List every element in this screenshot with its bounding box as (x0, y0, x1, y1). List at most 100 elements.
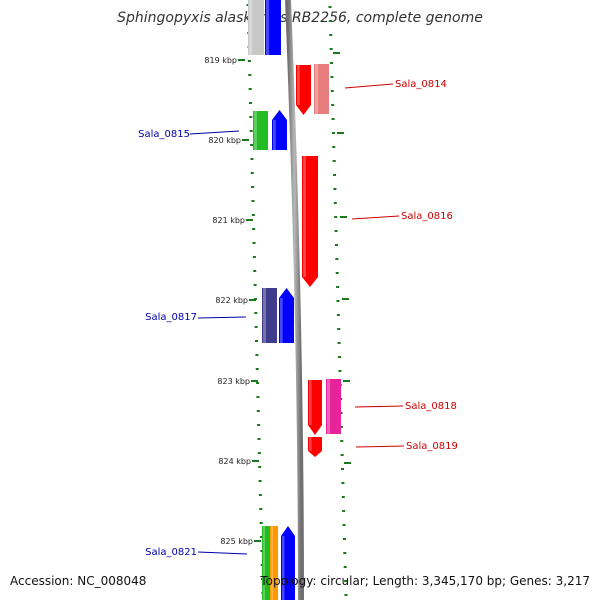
scale-label: 821 kbp (212, 216, 245, 225)
major-tick (340, 216, 347, 218)
red-arrow-shade (297, 65, 300, 105)
scale-label: 822 kbp (215, 296, 248, 305)
tick-dot (251, 214, 255, 216)
scale-label: 825 kbp (220, 537, 253, 546)
tick-dot (252, 242, 256, 244)
callout-line (355, 445, 405, 448)
tick-dot (336, 314, 340, 316)
tick-dot (255, 340, 259, 342)
gene-callouts: Sala_0814 Sala_0815 Sala_0816 Sala_0817 Sala… (138, 79, 458, 558)
tick-dot (336, 286, 340, 288)
gene-label: Sala_0816 (401, 211, 453, 222)
blue-arrow-shade (280, 298, 283, 343)
tick-dot (252, 256, 256, 258)
callout-line (197, 551, 248, 555)
blue-feature (265, 0, 281, 55)
tick-dot (335, 258, 339, 260)
red-arrow (302, 156, 318, 287)
tick-dot (331, 118, 335, 120)
tick-dot (250, 158, 254, 160)
pinkred-feature (314, 64, 329, 114)
tick-dot (256, 410, 260, 412)
gene-label: Sala_0817 (145, 312, 197, 323)
tick-marks (246, 4, 348, 596)
navy-feature (262, 288, 277, 343)
tick-dot (257, 424, 261, 426)
gray-feature (248, 0, 264, 55)
major-tick (238, 59, 245, 61)
callout-line (189, 130, 240, 135)
tick-dot (257, 452, 261, 454)
magenta-feature-shade (327, 379, 330, 434)
tick-dot (331, 132, 335, 134)
tick-dot (248, 74, 252, 76)
gene-features (248, 0, 341, 600)
tick-dot (253, 270, 257, 272)
tick-dot (258, 466, 262, 468)
genome-summary: Topology: circular; Length: 3,345,170 bp… (260, 574, 590, 588)
tick-dot (334, 230, 338, 232)
tick-dot (342, 510, 346, 512)
tick-dot (341, 482, 345, 484)
orange-feature (270, 526, 278, 600)
tick-dot (341, 496, 345, 498)
scale-labels: 819 kbp 820 kbp 821 kbp 822 kbp 823 kbp 824 k… (204, 52, 351, 546)
tick-dot (340, 440, 344, 442)
blue-arrow (279, 288, 294, 343)
tick-dot (259, 508, 263, 510)
tick-dot (341, 468, 345, 470)
gene-label: Sala_0819 (406, 441, 458, 452)
tick-dot (250, 172, 254, 174)
tick-dot (333, 202, 337, 204)
major-tick (249, 299, 256, 301)
tick-dot (251, 200, 255, 202)
tick-dot (337, 328, 341, 330)
tick-dot (256, 396, 260, 398)
tick-dot (342, 524, 346, 526)
tick-dot (252, 228, 256, 230)
tick-dot (256, 382, 260, 384)
gene-label: Sala_0815 (138, 129, 190, 140)
red-arrow-shade (303, 156, 306, 277)
tick-dot (335, 272, 339, 274)
major-tick (333, 52, 340, 54)
tick-dot (339, 412, 343, 414)
callout-line (351, 215, 400, 220)
gene-label: Sala_0821 (145, 547, 197, 558)
tick-dot (343, 566, 347, 568)
tick-dot (251, 186, 255, 188)
accession-text: Accession: NC_008048 (10, 574, 147, 588)
major-tick (343, 380, 350, 382)
tick-dot (329, 34, 333, 36)
scale-label: 820 kbp (208, 136, 241, 145)
tick-dot (259, 536, 263, 538)
tick-dot (255, 354, 259, 356)
orange-feature-shade (271, 526, 273, 600)
tick-dot (334, 244, 338, 246)
blue-feature-shade (266, 0, 270, 55)
green-feature (262, 526, 270, 600)
tick-dot (344, 580, 348, 582)
major-tick (251, 380, 258, 382)
tick-dot (333, 174, 337, 176)
callout-line (354, 405, 404, 408)
genome-backbone (285, 0, 304, 600)
major-tick (252, 460, 259, 462)
tick-dot (338, 370, 342, 372)
gene-label: Sala_0814 (395, 79, 447, 90)
tick-dot (258, 494, 262, 496)
major-tick (344, 462, 351, 464)
callout-line (344, 83, 394, 89)
green-feature-shade (254, 111, 257, 150)
tick-dot (332, 160, 336, 162)
pinkred-feature-shade (315, 64, 318, 114)
tick-dot (340, 454, 344, 456)
tick-dot (332, 146, 336, 148)
tick-dot (337, 356, 341, 358)
tick-dot (254, 326, 258, 328)
major-tick (254, 540, 261, 542)
tick-dot (343, 552, 347, 554)
tick-dot (247, 60, 251, 62)
blue-arrow (281, 526, 295, 600)
